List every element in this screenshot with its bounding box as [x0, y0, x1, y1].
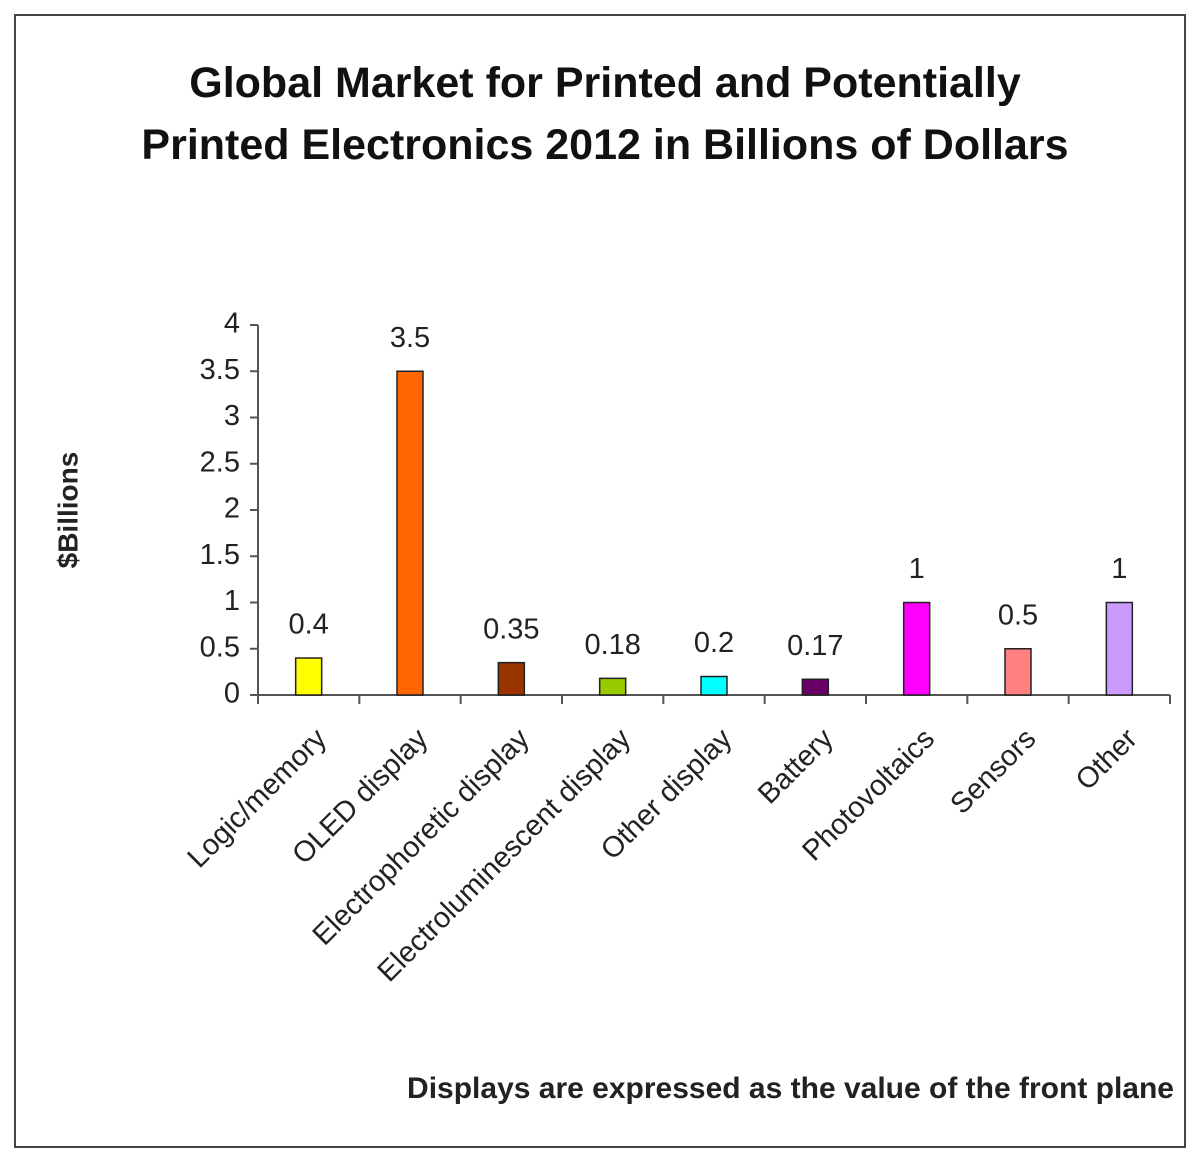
data-label: 0.35 [483, 613, 539, 645]
y-tick-label: 2.5 [200, 446, 240, 478]
data-label: 0.5 [998, 599, 1038, 631]
bar [598, 677, 627, 696]
bar [902, 601, 931, 696]
y-tick-label: 0 [224, 678, 240, 710]
bar [1105, 601, 1134, 696]
chart-title: Global Market for Printed and Potentiall… [141, 59, 1069, 169]
annotation: Displays are expressed as the value of t… [407, 1072, 1174, 1105]
y-tick-label: 1 [224, 585, 240, 617]
y-tick-label: 2 [224, 493, 240, 525]
x-tick-label: Sensors [945, 723, 1043, 821]
data-label: 1 [909, 553, 925, 585]
data-label: 0.2 [694, 627, 734, 659]
bar [801, 678, 830, 696]
bar [1004, 648, 1032, 696]
data-label: 0.18 [584, 629, 640, 661]
data-label: 3.5 [390, 322, 430, 354]
chart-frame [14, 14, 1186, 1148]
bar [700, 675, 728, 696]
bar [396, 370, 424, 696]
y-tick-label: 3 [224, 400, 240, 432]
y-tick-label: 0.5 [200, 631, 240, 663]
x-tick-label: Other [1070, 722, 1144, 796]
data-label: 0.4 [289, 609, 329, 641]
bar [497, 661, 526, 696]
y-axis-label: $Billions [52, 452, 83, 569]
x-tick-label: Battery [752, 722, 840, 810]
y-tick-label: 3.5 [200, 354, 240, 386]
data-label: 0.17 [787, 630, 843, 662]
data-label: 1 [1111, 553, 1127, 585]
bar [294, 657, 323, 696]
y-tick-label: 1.5 [200, 539, 240, 571]
y-tick-label: 4 [224, 308, 240, 340]
